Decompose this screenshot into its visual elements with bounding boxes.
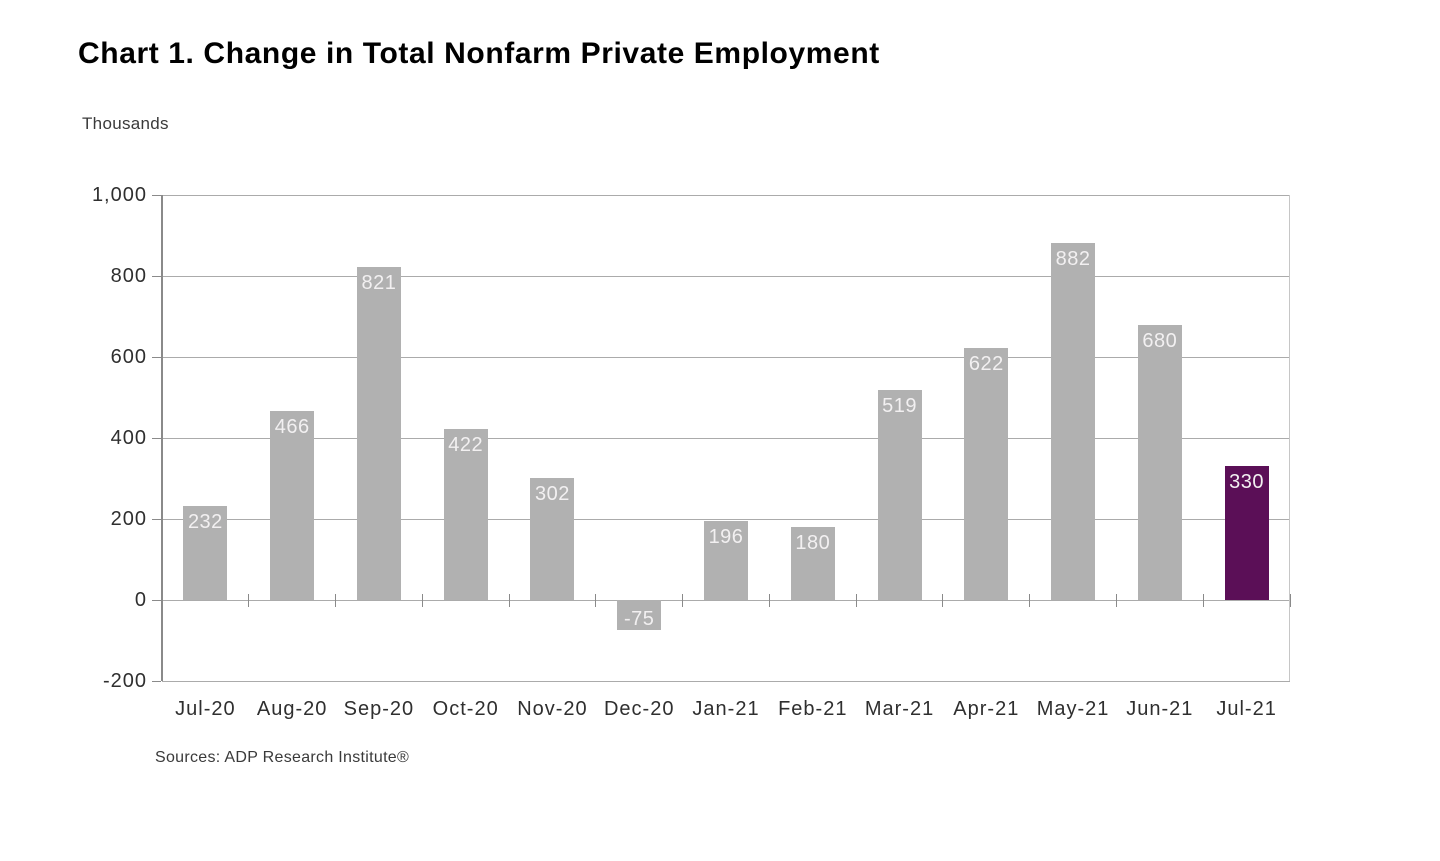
x-axis-label: Mar-21: [864, 698, 935, 720]
x-axis-tick: [508, 594, 510, 607]
y-axis-label: 400: [110, 427, 147, 449]
x-axis-label: Jan-21: [692, 698, 760, 720]
bar-value-label: 466: [274, 416, 310, 439]
x-axis-tick: [682, 594, 684, 607]
x-axis-label: Aug-20: [256, 698, 328, 720]
y-axis-tick: [152, 194, 161, 196]
source-note: Sources: ADP Research Institute®: [155, 749, 410, 766]
plot-gridline: [162, 194, 1290, 196]
plot-gridline: [162, 275, 1290, 277]
x-axis-tick: [942, 594, 944, 607]
x-axis-label: Sep-20: [343, 698, 415, 720]
x-axis-label: Jul-21: [1216, 698, 1277, 720]
x-axis-tick: [421, 594, 423, 607]
y-axis-label: -200: [102, 670, 147, 692]
x-axis-tick: [1029, 594, 1031, 607]
x-axis-label: May-21: [1036, 698, 1110, 720]
bar: [790, 527, 835, 600]
x-axis-label: Dec-20: [603, 698, 675, 720]
bar-value-label: 622: [968, 353, 1004, 376]
bar: [183, 506, 228, 600]
x-axis-label: Feb-21: [778, 698, 848, 720]
bar: [356, 267, 401, 600]
plot-area: -200 0 200 400 600 800 1,000 232 Jul-20 466 Aug-20…: [92, 184, 1291, 720]
plot-gridline: [162, 437, 1290, 439]
bar: [270, 411, 315, 600]
y-axis-tick: [152, 599, 161, 601]
bar: [1137, 324, 1182, 600]
x-axis-label: Nov-20: [517, 698, 588, 720]
bar-value-label: 302: [535, 482, 570, 505]
y-axis-label: 200: [110, 508, 147, 530]
x-axis-tick: [768, 594, 770, 607]
bar: [877, 389, 922, 600]
plot-gridline: [162, 599, 1290, 601]
x-axis-tick: [248, 594, 250, 607]
bar-value-label: 330: [1229, 471, 1265, 494]
y-axis-units-label: Thousands: [82, 114, 169, 133]
bar-value-label: 196: [708, 525, 744, 548]
bar: [964, 348, 1009, 600]
y-axis-tick: [152, 437, 161, 439]
x-axis-label: Oct-20: [432, 698, 499, 720]
x-axis-tick: [335, 594, 337, 607]
bar-value-label: 882: [1055, 247, 1091, 270]
bar-value-label: 180: [795, 532, 831, 555]
bar: [530, 477, 575, 600]
x-axis-label: Jul-20: [175, 698, 236, 720]
y-axis-tick: [152, 680, 161, 682]
x-axis-tick: [161, 594, 163, 607]
y-axis-tick: [152, 356, 161, 358]
x-axis-label: Apr-21: [953, 698, 1020, 720]
x-axis-tick: [595, 594, 597, 607]
bar: [443, 429, 488, 600]
y-axis-label: 1,000: [91, 184, 147, 206]
chart-title: Chart 1. Change in Total Nonfarm Private…: [78, 37, 880, 70]
bar-value-label: 232: [187, 511, 223, 534]
plot-gridline: [162, 518, 1290, 520]
bar-value-label: 680: [1142, 329, 1178, 352]
y-axis-label: 600: [110, 346, 147, 368]
plot-right-border: [1289, 195, 1290, 681]
y-axis-label: 0: [134, 589, 147, 611]
bar-value-label: -75: [624, 608, 655, 631]
y-axis-tick: [152, 518, 161, 520]
bar-value-label: 821: [361, 272, 397, 295]
y-axis-tick: [152, 275, 161, 277]
bar: [704, 520, 748, 600]
x-axis-tick: [855, 594, 857, 607]
bar: [1051, 242, 1096, 600]
x-axis-tick: [1115, 594, 1117, 607]
bar-value-label: 422: [448, 434, 484, 457]
bar-highlighted: [1224, 466, 1269, 600]
x-axis-tick: [1289, 594, 1291, 607]
x-axis-tick: [1202, 594, 1204, 607]
plot-gridline: [162, 356, 1290, 358]
bar-value-label: 519: [882, 394, 917, 417]
y-axis-line: [161, 195, 163, 681]
x-axis-label: Jun-21: [1126, 698, 1194, 720]
y-axis-label: 800: [110, 265, 147, 287]
plot-gridline: [162, 680, 1290, 682]
bar: [617, 600, 662, 631]
